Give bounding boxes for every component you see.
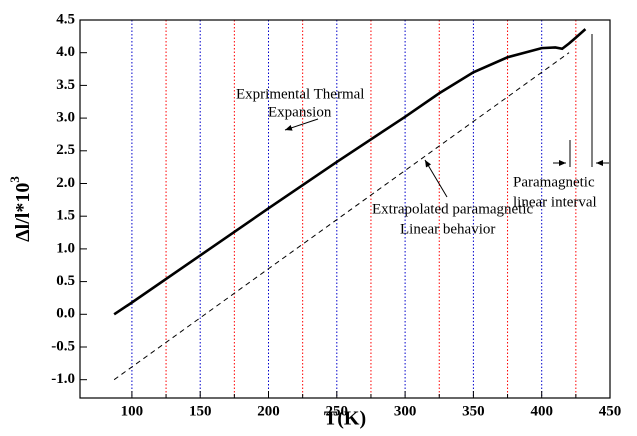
annotation: Exprimental Thermal xyxy=(236,86,364,102)
x-tick-label: 100 xyxy=(121,403,144,419)
annotation-arrow xyxy=(424,159,448,198)
y-tick-label: 2.0 xyxy=(56,175,75,191)
x-tick-label: 250 xyxy=(326,403,349,419)
annotation: Linear behavior xyxy=(400,221,495,237)
annotation: Extrapolated paramagnetic xyxy=(372,201,534,217)
x-tick-label: 300 xyxy=(394,403,417,419)
y-tick-label: 3.5 xyxy=(56,77,75,93)
y-tick-label: 0.0 xyxy=(56,306,75,322)
y-tick-label: 4.0 xyxy=(56,44,75,60)
y-axis-label: Δl/l*103 xyxy=(7,176,34,242)
data-line xyxy=(113,52,570,381)
y-tick-label: 2.5 xyxy=(56,142,75,158)
x-tick-label: 350 xyxy=(462,403,485,419)
y-tick-label: -0.5 xyxy=(51,338,75,354)
x-tick-label: 150 xyxy=(189,403,212,419)
y-tick-label: 1.5 xyxy=(56,208,75,224)
y-tick-label: 4.5 xyxy=(56,11,75,27)
y-tick-label: -1.0 xyxy=(51,371,75,387)
plot-frame xyxy=(79,19,611,399)
annotation: Paramagnetic xyxy=(513,174,595,190)
x-tick-label: 400 xyxy=(530,403,553,419)
x-tick-label: 200 xyxy=(257,403,280,419)
y-tick-label: 3.0 xyxy=(56,110,75,126)
y-tick-label: 1.0 xyxy=(56,240,75,256)
x-tick-label: 450 xyxy=(599,403,622,419)
annotation: Expansion xyxy=(268,104,332,120)
annotation: linear interval xyxy=(513,194,597,210)
x-axis-label: T(K) xyxy=(324,408,366,430)
y-tick-label: 0.5 xyxy=(56,273,75,289)
data-line xyxy=(113,28,587,316)
annotation-arrow xyxy=(284,118,319,131)
